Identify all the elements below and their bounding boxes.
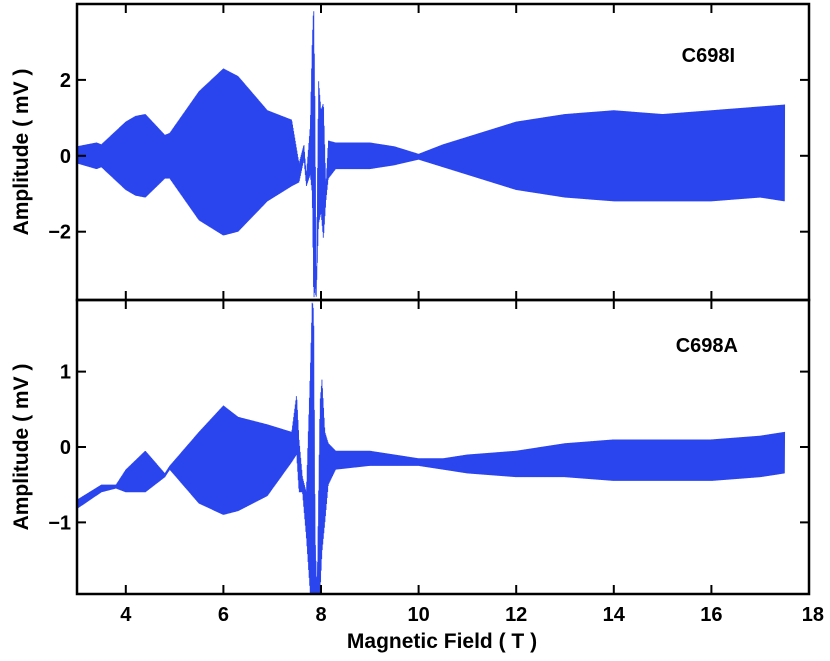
y-tick-label: −2	[48, 222, 71, 244]
y-axis-title-c698a: Amplitude ( mV )	[10, 364, 33, 531]
x-tick-label: 6	[218, 604, 229, 626]
y-tick-label: −1	[48, 512, 71, 534]
x-tick-label: 16	[700, 604, 722, 626]
x-tick-label: 8	[315, 604, 326, 626]
trace-c698a	[76, 302, 786, 595]
x-tick-label: 4	[120, 604, 132, 626]
y-ticks-c698a: −1 0 1	[48, 362, 809, 534]
y-axis-title-c698i: Amplitude ( mV )	[10, 69, 33, 236]
y-tick-label: 2	[60, 70, 71, 92]
y-ticks-c698i: −2 0 2	[48, 70, 809, 244]
y-tick-label: 0	[60, 437, 71, 459]
panel-c698i: −2 0 2 C698I Amplitude ( mV )	[10, 4, 810, 300]
y-tick-label: 1	[60, 362, 71, 384]
x-tick-label: 18	[802, 604, 824, 626]
panel-label-c698a: C698A	[676, 335, 738, 357]
x-tick-label: 12	[505, 604, 527, 626]
plot-frame-c698a	[75, 298, 811, 596]
x-tick-label: 10	[407, 604, 429, 626]
x-axis-title: Magnetic Field ( T )	[347, 630, 537, 653]
y-tick-label: 0	[60, 146, 71, 168]
trace-c698i	[76, 11, 786, 298]
panel-c698a: −1 0 1 4 6 8 10 12 14 16 18 C698A Amplitude ( mV …	[10, 300, 824, 653]
panel-label-c698i: C698I	[682, 45, 735, 67]
x-tick-label: 14	[603, 604, 626, 626]
signal-line-c698i	[76, 11, 786, 298]
signal-line-c698a	[76, 302, 786, 595]
x-ticks-c698a: 4 6 8 10 12 14 16 18	[120, 300, 824, 626]
